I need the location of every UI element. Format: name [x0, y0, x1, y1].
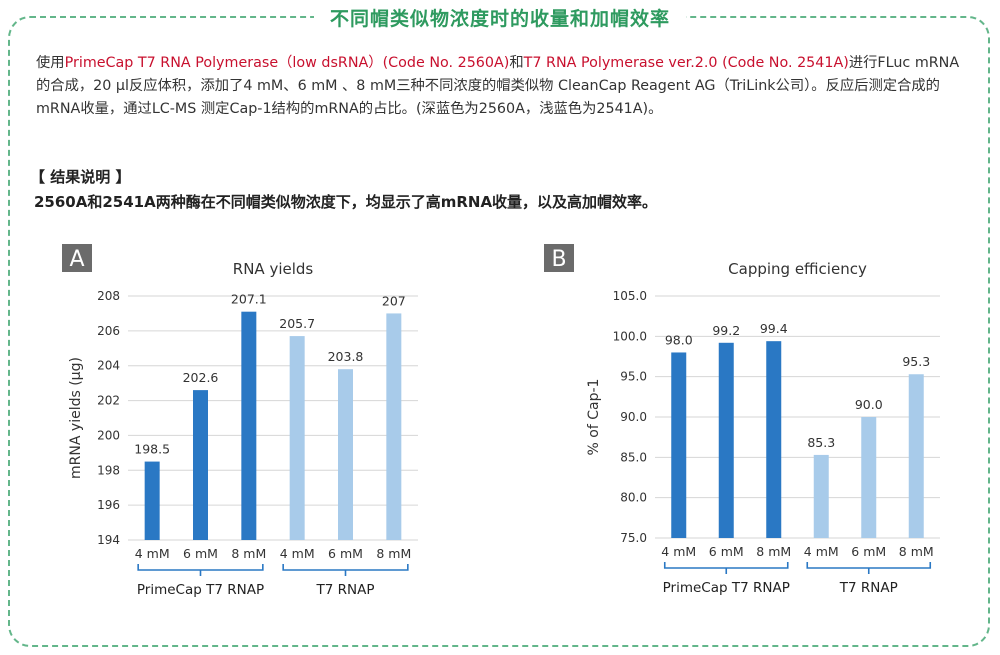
- chart-a: A RNA yields mRNA yields (μg) 194 196 198 200 2…: [50, 244, 450, 614]
- bar: [671, 352, 687, 538]
- result-heading: 【 结果说明 】: [30, 168, 131, 186]
- bar-value-label: 85.3: [807, 435, 835, 450]
- x-tick-label: 8 mM: [231, 546, 266, 561]
- group-bracket: [806, 562, 932, 574]
- group-bracket: [663, 562, 789, 574]
- y-axis-label: % of Cap-1: [586, 379, 602, 456]
- bar-value-label: 90.0: [855, 397, 883, 412]
- chart-b-svg: B Capping efficiency % of Cap-1 75.0 80.0 85.…: [544, 244, 940, 596]
- y-tick-label: 206: [97, 324, 120, 338]
- bar: [908, 374, 924, 538]
- bar: [386, 313, 402, 540]
- x-tick-label: 4 mM: [135, 546, 170, 561]
- y-tick-label: 208: [97, 289, 120, 303]
- intro-paragraph: 使用PrimeCap T7 RNA Polymerase（low dsRNA）(…: [36, 52, 972, 121]
- x-tick-label: 4 mM: [661, 544, 696, 559]
- bar: [289, 336, 305, 540]
- x-tick-label: 8 mM: [756, 544, 791, 559]
- bar: [718, 342, 734, 538]
- bar: [861, 417, 877, 538]
- bar-value-label: 95.3: [902, 354, 930, 369]
- y-tick-label: 105.0: [613, 289, 647, 303]
- x-tick-label: 6 mM: [709, 544, 744, 559]
- x-tick-label: 6 mM: [328, 546, 363, 561]
- group-label: T7 RNAP: [839, 580, 898, 596]
- bar: [766, 341, 782, 538]
- intro-text-2: 进行FLuc mRNA的合成，20 μl反应体积，添加了4 mM、6 mM 、8…: [36, 55, 960, 117]
- group-label: PrimeCap T7 RNAP: [663, 580, 790, 596]
- bar-value-label: 198.5: [134, 442, 170, 457]
- y-tick-label: 204: [97, 359, 120, 373]
- result-text: 2560A和2541A两种酶在不同帽类似物浓度下，均显示了高mRNA收量，以及高…: [34, 193, 658, 211]
- bar-value-label: 202.6: [183, 370, 219, 385]
- panel-letter: B: [551, 247, 566, 272]
- y-tick-label: 95.0: [620, 370, 647, 384]
- bar-value-label: 205.7: [279, 316, 315, 331]
- x-tick-label: 6 mM: [183, 546, 218, 561]
- bar: [338, 369, 353, 540]
- y-tick-label: 198: [97, 463, 120, 477]
- y-axis-label: mRNA yields (μg): [68, 357, 84, 479]
- panel-badge: [544, 244, 574, 272]
- bar-value-label: 99.2: [712, 323, 740, 338]
- group-label: PrimeCap T7 RNAP: [137, 582, 264, 598]
- y-tick-label: 85.0: [620, 450, 647, 464]
- y-tick-label: 200: [97, 428, 120, 442]
- x-tick-label: 8 mM: [376, 546, 411, 561]
- x-tick-label: 6 mM: [851, 544, 886, 559]
- product-2560a: PrimeCap T7 RNA Polymerase（low dsRNA）(Co…: [64, 55, 510, 71]
- page-title: 不同帽类似物浓度时的收量和加帽效率: [313, 4, 686, 31]
- product-2541a: T7 RNA Polymerase ver.2.0 (Code No. 2541…: [523, 55, 849, 71]
- chart-title: RNA yields: [233, 260, 314, 278]
- y-tick-label: 202: [97, 394, 120, 408]
- header: 不同帽类似物浓度时的收量和加帽效率: [0, 4, 1000, 31]
- panel-badge: [62, 244, 92, 272]
- group-bracket: [137, 564, 264, 576]
- intro-text-1: 使用: [36, 55, 65, 71]
- bar-value-label: 207: [382, 293, 406, 308]
- bar-value-label: 99.4: [760, 321, 788, 336]
- y-tick-label: 80.0: [620, 491, 647, 505]
- chart-title: Capping efficiency: [728, 260, 867, 278]
- panel-letter: A: [69, 247, 84, 272]
- intro-and: 和: [509, 55, 524, 71]
- bar: [144, 461, 160, 540]
- bar-value-label: 203.8: [328, 349, 364, 364]
- chart-a-svg: A RNA yields mRNA yields (μg) 194 196 198 200 2…: [62, 244, 418, 598]
- bar: [193, 390, 208, 540]
- x-tick-label: 8 mM: [899, 544, 934, 559]
- bar-value-label: 98.0: [665, 332, 693, 347]
- group-label: T7 RNAP: [316, 582, 375, 598]
- chart-b: B Capping efficiency % of Cap-1 75.0 80.0 85.…: [530, 244, 970, 614]
- group-bracket: [282, 564, 409, 576]
- y-tick-label: 100.0: [613, 329, 647, 343]
- x-tick-label: 4 mM: [280, 546, 315, 561]
- bar-value-label: 207.1: [231, 292, 267, 307]
- bar: [813, 454, 829, 538]
- y-tick-label: 194: [97, 533, 120, 547]
- bar: [241, 311, 257, 540]
- x-tick-label: 4 mM: [804, 544, 839, 559]
- y-tick-label: 196: [97, 498, 120, 512]
- y-tick-label: 75.0: [620, 531, 647, 545]
- y-tick-label: 90.0: [620, 410, 647, 424]
